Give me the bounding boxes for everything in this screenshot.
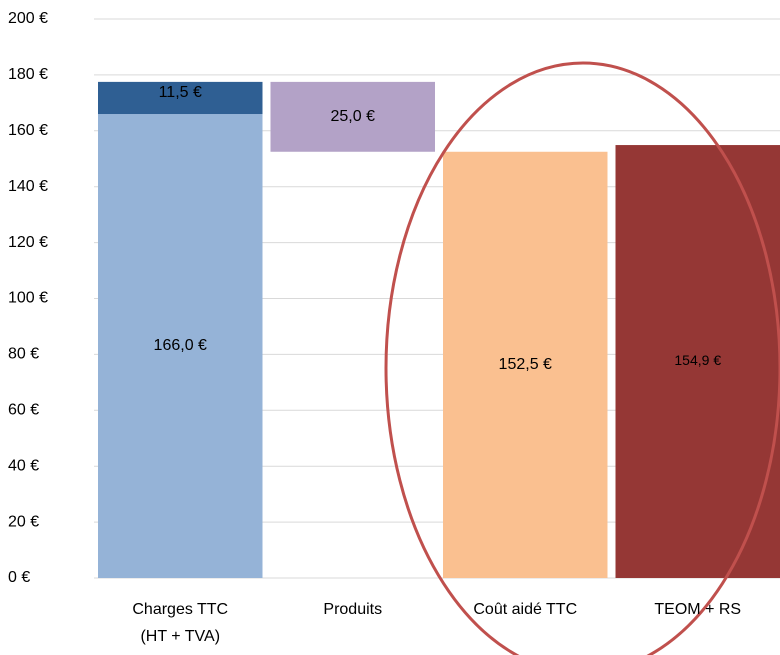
x-tick-label: (HT + TVA) (140, 628, 220, 645)
y-tick-label: 120 € (8, 234, 48, 251)
bars: 166,0 € 11,5 € 25,0 € 152,5 € 154,9 € (98, 81, 780, 578)
y-tick-label: 20 € (8, 513, 39, 530)
bar (270, 81, 435, 152)
y-tick-label: 60 € (8, 402, 39, 419)
value-label: 25,0 € (331, 108, 376, 125)
y-tick-label: 100 € (8, 290, 48, 307)
x-tick-label: TEOM + RS (654, 601, 741, 618)
x-tick-label: Coût aidé TTC (473, 601, 577, 618)
y-tick-label: 160 € (8, 122, 48, 139)
x-tick-label: Produits (323, 601, 382, 618)
y-tick-label: 0 € (8, 569, 30, 586)
bar (443, 151, 608, 578)
bar (98, 81, 263, 115)
x-tick-label: Charges TTC (132, 601, 228, 618)
y-tick-label: 80 € (8, 346, 39, 363)
value-label: 11,5 € (159, 84, 202, 101)
y-tick-label: 140 € (8, 178, 48, 195)
y-tick-label: 180 € (8, 66, 48, 83)
highlight-ellipse (384, 61, 780, 655)
value-label: 154,9 € (674, 352, 721, 368)
y-tick-label: 40 € (8, 457, 39, 474)
y-tick-label: 200 € (8, 10, 48, 27)
bar (98, 114, 263, 578)
bar (615, 145, 780, 578)
value-label: 166,0 € (154, 337, 207, 354)
value-label: 152,5 € (499, 356, 552, 373)
